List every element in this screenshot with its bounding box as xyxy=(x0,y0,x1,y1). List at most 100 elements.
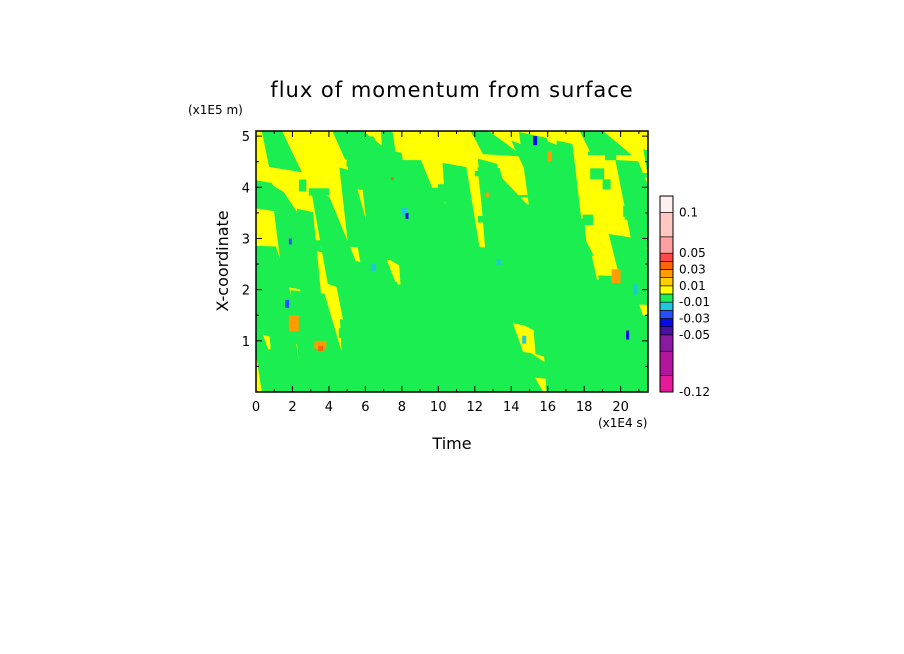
field-patch-green xyxy=(399,252,455,308)
plot-area xyxy=(256,131,648,392)
field-fleck-green xyxy=(635,351,648,361)
field-extreme-patch xyxy=(547,151,552,162)
field-fleck-green xyxy=(505,195,530,198)
y-tick-label: 2 xyxy=(242,284,250,299)
field-fleck-green xyxy=(285,223,299,227)
colorbar-swatch xyxy=(659,293,674,303)
colorbar-label: -0.12 xyxy=(679,385,710,399)
field-extreme-patch xyxy=(496,258,501,265)
field-fleck-green xyxy=(284,335,291,343)
x-tick-label: 14 xyxy=(503,400,520,415)
field-fleck-green xyxy=(367,312,378,325)
colorbar-swatch xyxy=(659,212,674,238)
colorbar-swatch xyxy=(659,236,674,254)
field-patch-green xyxy=(470,131,524,157)
colorbar-label: -0.03 xyxy=(679,312,710,326)
y-tick-label: 5 xyxy=(242,130,250,145)
field-fleck-green xyxy=(496,268,502,276)
field-extreme-patch xyxy=(370,264,376,272)
field-fleck-green xyxy=(587,151,613,156)
field-fleck-green xyxy=(447,350,470,353)
field-patch-green xyxy=(643,149,648,177)
field-patch-green xyxy=(363,380,392,392)
field-fleck-green xyxy=(604,154,617,161)
field-fleck-green xyxy=(623,205,641,217)
field-extreme-patch xyxy=(533,136,538,146)
field-fleck-green xyxy=(298,240,325,248)
colorbar-swatch xyxy=(659,350,674,376)
field-fleck-green xyxy=(431,200,443,210)
colorbar-swatch xyxy=(659,195,674,213)
field-fleck-green xyxy=(584,342,599,346)
field-fleck-green xyxy=(397,333,422,338)
x-tick-label: 6 xyxy=(361,400,369,415)
field-patch-green xyxy=(538,271,571,392)
y-axis: 1 2 3 4 5 xyxy=(242,130,648,367)
field-fleck-green xyxy=(279,235,294,247)
field-extreme-patch xyxy=(633,284,638,295)
field-fleck-green xyxy=(582,214,594,226)
field-fleck-green xyxy=(624,217,635,220)
field-fleck-green xyxy=(477,215,484,223)
x-tick-label: 8 xyxy=(398,400,406,415)
field-fleck-green xyxy=(408,235,434,240)
field-fleck-green xyxy=(530,195,540,204)
field-fleck-green xyxy=(437,184,445,195)
y-tick-label: 3 xyxy=(242,232,250,247)
x-tick-label: 20 xyxy=(612,400,629,415)
field-extreme-patch xyxy=(288,315,299,332)
field-extreme-patch xyxy=(611,269,621,284)
field-fleck-green xyxy=(256,349,276,360)
field-fleck-green xyxy=(364,230,388,240)
field-patch-green xyxy=(335,376,358,392)
field-fleck-green xyxy=(358,270,376,282)
colorbar-swatch xyxy=(659,375,674,393)
y-multiplier: (x1E5 m) xyxy=(188,103,243,117)
x-tick-label: 10 xyxy=(430,400,447,415)
field-fleck-green xyxy=(372,389,384,392)
field-patch-green xyxy=(561,338,593,392)
field-fleck-green xyxy=(614,386,641,390)
field-extreme-patch xyxy=(314,340,327,349)
field-fleck-green xyxy=(298,179,307,192)
field-fleck-green xyxy=(346,161,369,167)
field-fleck-green xyxy=(420,260,432,272)
y-tick-label: 1 xyxy=(242,335,250,350)
field-patch-green xyxy=(261,131,302,173)
field-fleck-green xyxy=(538,334,548,345)
field-fleck-green xyxy=(635,276,648,287)
x-tick-label: 18 xyxy=(576,400,593,415)
colorbar-swatch xyxy=(659,261,674,270)
field-fleck-green xyxy=(626,173,648,178)
field-extreme-patch xyxy=(390,177,394,181)
field-patch-green xyxy=(618,249,648,299)
field-extreme-patch xyxy=(626,330,630,340)
field-fleck-green xyxy=(538,177,545,181)
field-fleck-green xyxy=(349,145,359,157)
colorbar-swatch xyxy=(659,285,674,295)
colorbar-label: 0.05 xyxy=(679,246,706,260)
chart-title: flux of momentum from surface xyxy=(270,78,633,102)
colorbar-swatch xyxy=(659,318,674,327)
field-extreme-patch xyxy=(288,238,292,245)
field-extreme-regions xyxy=(285,136,638,351)
x-tick-label: 2 xyxy=(288,400,296,415)
field-fleck-green xyxy=(433,374,458,378)
field-patch-green xyxy=(468,340,502,392)
colorbar-swatch xyxy=(659,269,674,278)
field-fleck-green xyxy=(372,153,391,156)
colorbar-label: -0.05 xyxy=(679,328,710,342)
field-fleck-green xyxy=(339,372,352,375)
colorbar-label: 0.01 xyxy=(679,279,706,293)
colorbar-swatch xyxy=(659,301,674,311)
field-patch-green xyxy=(477,158,516,271)
y-axis-label: X-coordinate xyxy=(213,210,232,311)
field-fleck-green xyxy=(424,385,440,392)
field-patch-green xyxy=(615,159,648,249)
field-extreme-patch xyxy=(485,192,489,198)
field-extreme-patch xyxy=(405,212,409,219)
colorbar xyxy=(659,195,674,393)
field-fleck-green xyxy=(539,262,549,271)
field-extreme-patch xyxy=(401,207,407,215)
